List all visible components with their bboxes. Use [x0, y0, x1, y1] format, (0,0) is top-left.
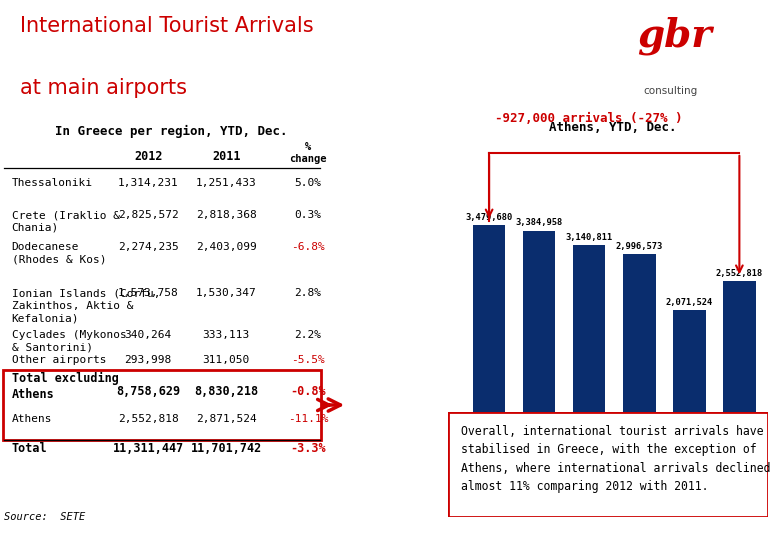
Text: -3.3%: -3.3% [290, 442, 326, 455]
Text: Overall, international tourist arrivals have
stabilised in Greece, with the exce: Overall, international tourist arrivals … [461, 424, 771, 493]
Text: 11,701,742: 11,701,742 [190, 442, 262, 455]
FancyBboxPatch shape [3, 370, 321, 440]
Text: 1,314,231: 1,314,231 [118, 178, 179, 188]
Text: %
change: % change [289, 142, 327, 164]
Text: 1,573,758: 1,573,758 [118, 288, 179, 298]
Text: 11,311,447: 11,311,447 [112, 442, 184, 455]
Text: Source:  SETE: Source: SETE [4, 512, 85, 522]
Text: 2,871,524: 2,871,524 [196, 414, 257, 424]
Text: 340,264: 340,264 [125, 330, 172, 340]
Text: 2,274,235: 2,274,235 [118, 242, 179, 252]
Text: 2,825,572: 2,825,572 [118, 210, 179, 220]
Text: Total: Total [12, 442, 48, 455]
Text: -5.5%: -5.5% [291, 355, 325, 365]
Text: 333,113: 333,113 [203, 330, 250, 340]
Text: gbr: gbr [637, 16, 712, 55]
Text: 2011: 2011 [675, 444, 703, 454]
Text: International Tourist Arrivals: International Tourist Arrivals [20, 16, 313, 36]
Text: Athens: Athens [12, 414, 52, 424]
Text: 2012: 2012 [726, 444, 753, 454]
Text: 5.0%: 5.0% [295, 178, 321, 188]
Text: 3,384,958: 3,384,958 [516, 218, 563, 227]
Text: Crete (Iraklio &
Chania): Crete (Iraklio & Chania) [12, 210, 119, 233]
Text: 2007: 2007 [476, 444, 502, 454]
Text: at main airports: at main airports [20, 78, 186, 98]
Text: 2,552,818: 2,552,818 [716, 268, 763, 278]
Text: In Greece per region, YTD, Dec.: In Greece per region, YTD, Dec. [55, 125, 288, 138]
Bar [473, 225, 505, 435]
Text: 0.3%: 0.3% [295, 210, 321, 220]
Text: Dodecanese
(Rhodes & Kos): Dodecanese (Rhodes & Kos) [12, 242, 106, 265]
Text: 2,403,099: 2,403,099 [196, 242, 257, 252]
Text: 2011: 2011 [212, 150, 240, 163]
Text: 1,251,433: 1,251,433 [196, 178, 257, 188]
Text: Thessaloniki: Thessaloniki [12, 178, 93, 188]
Text: -11.1%: -11.1% [288, 414, 328, 424]
Bar [723, 281, 756, 435]
Bar [573, 245, 605, 435]
Text: -927,000 arrivals (-27% ): -927,000 arrivals (-27% ) [495, 112, 682, 125]
Text: Total excluding
Athens: Total excluding Athens [12, 372, 119, 401]
Text: Athens, YTD, Dec.: Athens, YTD, Dec. [548, 121, 676, 134]
Text: Other airports: Other airports [12, 355, 106, 365]
Text: 311,050: 311,050 [203, 355, 250, 365]
Text: -0.8%: -0.8% [290, 385, 326, 398]
Text: Cyclades (Mykonos
& Santorini): Cyclades (Mykonos & Santorini) [12, 330, 126, 353]
Text: 3,140,811: 3,140,811 [566, 233, 613, 242]
Text: 8,758,629: 8,758,629 [116, 385, 180, 398]
Text: 1,530,347: 1,530,347 [196, 288, 257, 298]
Bar [673, 310, 706, 435]
Text: 2,071,524: 2,071,524 [665, 298, 713, 307]
FancyBboxPatch shape [448, 412, 768, 517]
Text: -6.8%: -6.8% [291, 242, 325, 252]
Text: 2009: 2009 [576, 444, 603, 454]
Bar [523, 231, 555, 435]
Text: 2012: 2012 [134, 150, 162, 163]
Text: 293,998: 293,998 [125, 355, 172, 365]
Text: 2008: 2008 [526, 444, 553, 454]
Text: Ionian Islands (Corfu,
Zakinthos, Aktio &
Kefalonia): Ionian Islands (Corfu, Zakinthos, Aktio … [12, 288, 160, 323]
Text: 3,479,680: 3,479,680 [466, 213, 512, 221]
Text: 8,830,218: 8,830,218 [194, 385, 258, 398]
Text: 2.8%: 2.8% [295, 288, 321, 298]
Text: 2010: 2010 [626, 444, 653, 454]
Text: 2,996,573: 2,996,573 [615, 242, 663, 251]
Bar [623, 254, 655, 435]
Text: 2,552,818: 2,552,818 [118, 414, 179, 424]
Text: 2,818,368: 2,818,368 [196, 210, 257, 220]
Text: 2.2%: 2.2% [295, 330, 321, 340]
Text: consulting: consulting [644, 86, 698, 97]
